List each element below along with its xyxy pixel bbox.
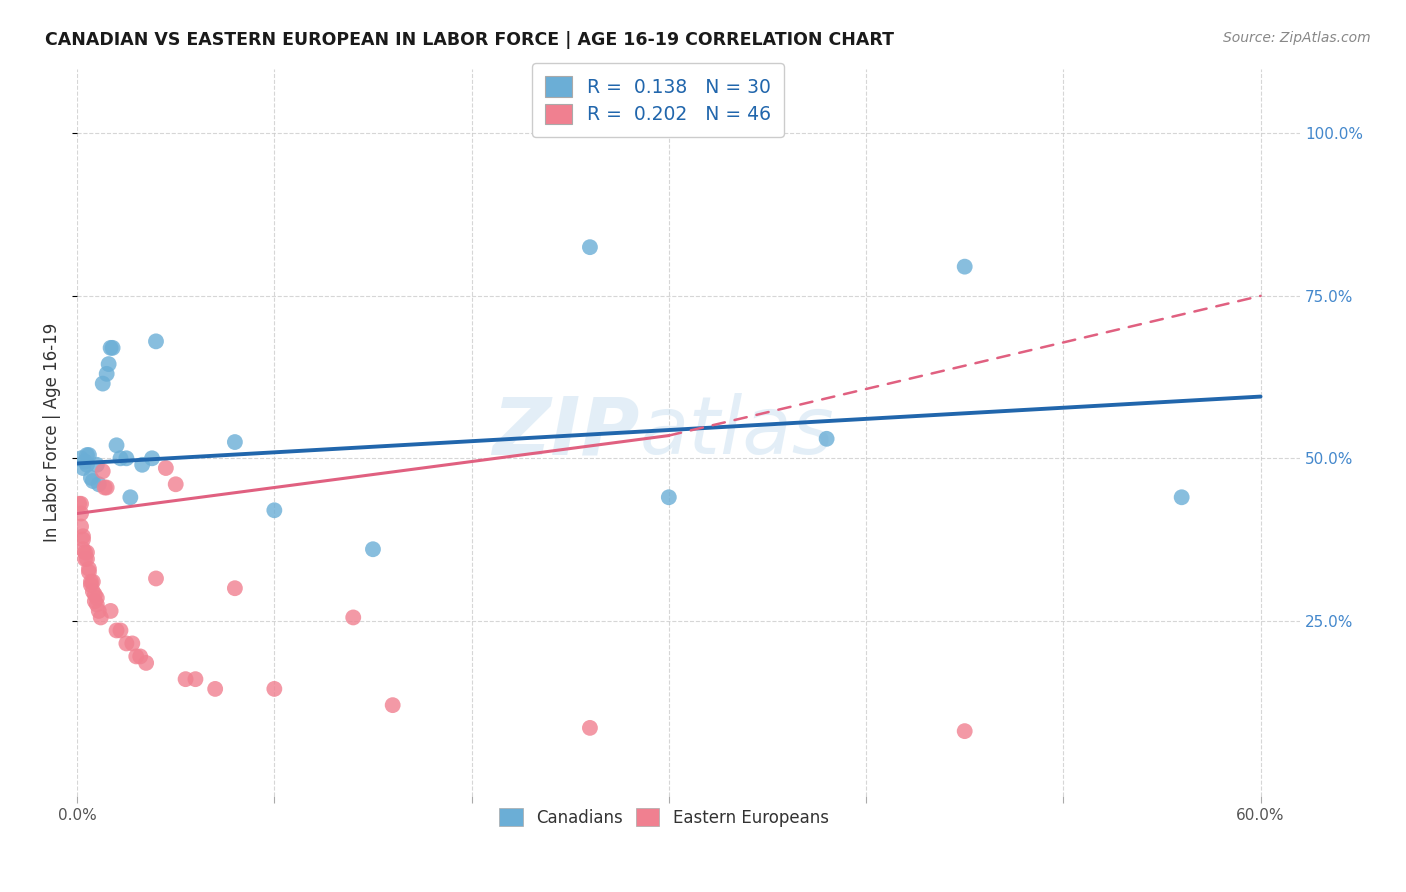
Point (120, 490, 142, 504)
Point (97, 357, 120, 371)
Point (100, 341, 122, 355)
Point (110, 624, 132, 638)
Point (70, 497, 93, 511)
Point (83, 588, 105, 602)
Text: Source: ZipAtlas.com: Source: ZipAtlas.com (1223, 31, 1371, 45)
Point (174, 672, 197, 686)
Point (658, 490, 681, 504)
Point (204, 681, 226, 696)
Point (184, 672, 207, 686)
Point (135, 656, 157, 670)
Point (86, 458, 108, 472)
Text: atlas: atlas (640, 393, 834, 471)
Point (100, 604, 122, 618)
Point (73, 454, 96, 468)
Point (579, 721, 602, 735)
Point (86, 598, 108, 612)
Point (141, 451, 163, 466)
Point (115, 636, 138, 650)
Point (145, 334, 167, 349)
Point (131, 458, 153, 472)
Point (77, 565, 100, 579)
Point (96, 481, 118, 495)
Point (82, 574, 104, 589)
Point (105, 624, 128, 638)
Point (579, 240, 602, 254)
Point (87, 604, 110, 618)
Point (76, 458, 98, 472)
Point (86, 591, 108, 605)
Point (70, 519, 93, 533)
Point (73, 552, 96, 566)
Point (110, 451, 132, 466)
Point (77, 448, 100, 462)
Point (342, 610, 364, 624)
Point (70, 451, 93, 466)
Point (73, 545, 96, 559)
Point (361, 542, 384, 557)
Point (953, 724, 976, 739)
Point (67, 497, 90, 511)
Point (96, 367, 118, 381)
Point (93, 481, 115, 495)
Point (145, 572, 167, 586)
Point (1170, 490, 1192, 504)
Point (165, 477, 187, 491)
Text: CANADIAN VS EASTERN EUROPEAN IN LABOR FORCE | AGE 16-19 CORRELATION CHART: CANADIAN VS EASTERN EUROPEAN IN LABOR FO… (45, 31, 894, 49)
Point (101, 341, 124, 355)
Point (953, 260, 976, 274)
Point (224, 435, 246, 450)
Point (82, 584, 104, 599)
Point (155, 461, 177, 475)
Point (129, 649, 152, 664)
Point (815, 432, 838, 446)
Point (76, 448, 98, 462)
Point (80, 578, 103, 592)
Point (72, 461, 94, 475)
Point (121, 636, 143, 650)
Point (263, 681, 285, 696)
Point (90, 610, 112, 624)
Legend: Canadians, Eastern Europeans: Canadians, Eastern Europeans (491, 800, 837, 835)
Point (77, 562, 100, 576)
Point (70, 507, 93, 521)
Point (224, 581, 246, 595)
Point (80, 471, 103, 485)
Point (115, 451, 138, 466)
Point (125, 649, 148, 664)
Point (76, 552, 98, 566)
Point (381, 698, 404, 713)
Point (91, 464, 114, 478)
Point (263, 503, 285, 517)
Point (72, 529, 94, 543)
Point (76, 545, 98, 559)
Point (105, 438, 128, 452)
Point (87, 477, 110, 491)
Point (72, 533, 94, 547)
Point (80, 574, 103, 589)
Point (82, 474, 104, 488)
Point (72, 542, 94, 557)
Point (91, 376, 114, 391)
Point (83, 594, 105, 608)
Y-axis label: In Labor Force | Age 16-19: In Labor Force | Age 16-19 (44, 323, 60, 542)
Text: ZIP: ZIP (492, 393, 640, 471)
